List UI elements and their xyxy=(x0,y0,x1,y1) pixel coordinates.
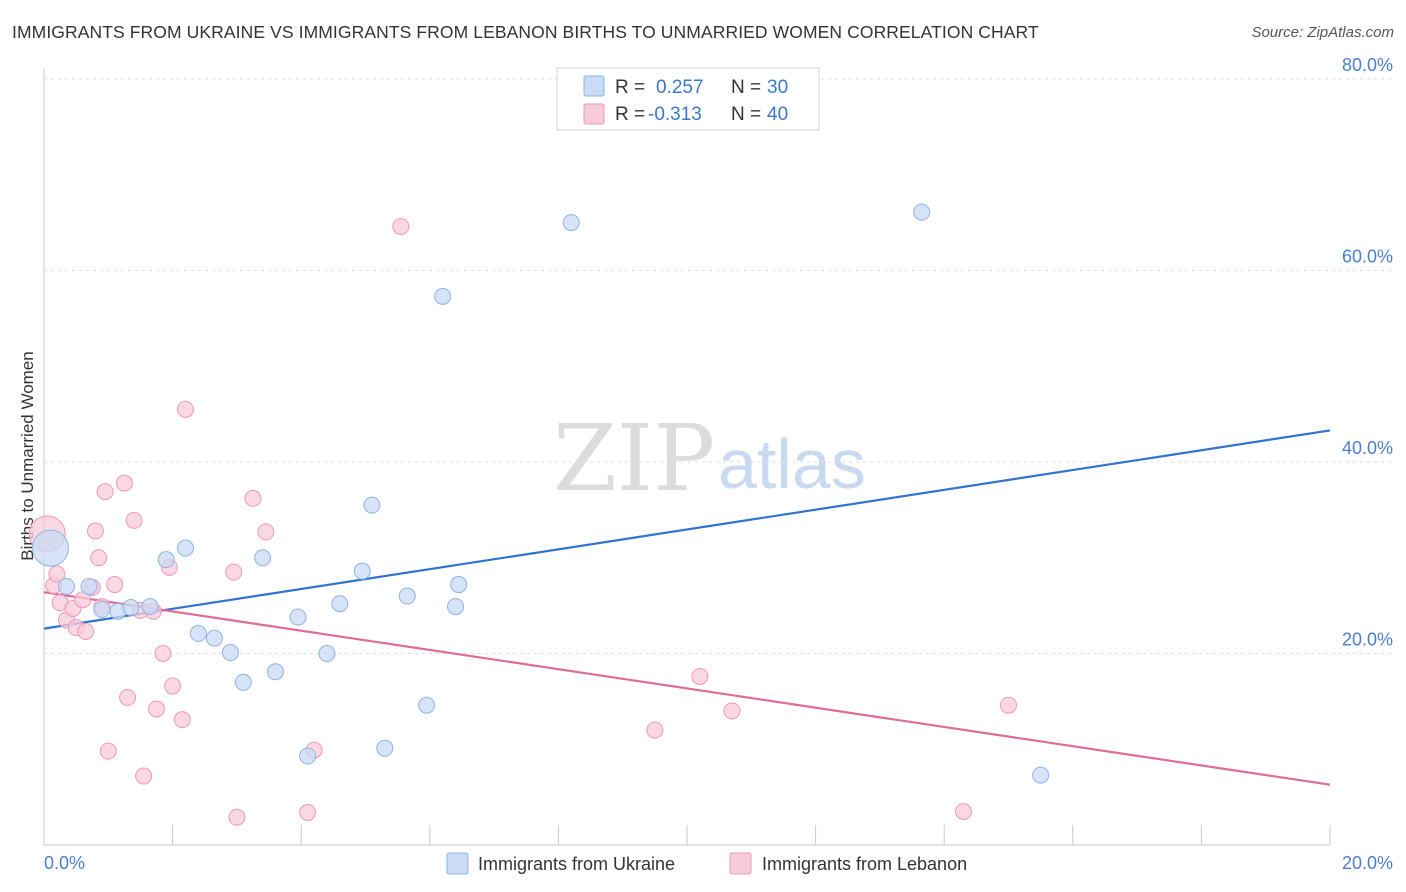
series-legend-swatch-lebanon xyxy=(729,852,752,875)
ukraine-point xyxy=(221,644,239,662)
lebanon-point xyxy=(228,808,246,826)
x-tick-label-min: 0.0% xyxy=(44,853,85,873)
source-credit: Source: ZipAtlas.com xyxy=(1251,24,1394,41)
ukraine-point xyxy=(189,624,207,642)
y-tick-labels: 20.0% 40.0% 60.0% 80.0% xyxy=(1342,55,1393,650)
series-legend-label-lebanon: Immigrants from Lebanon xyxy=(762,854,967,874)
lebanon-point xyxy=(176,400,194,418)
lebanon-point xyxy=(77,622,95,640)
lebanon-point xyxy=(48,565,66,583)
ukraine-point xyxy=(254,549,272,567)
lebanon-point xyxy=(164,677,182,695)
y-tick-label: 40.0% xyxy=(1342,438,1393,458)
ukraine-point xyxy=(447,598,465,616)
ukraine-point xyxy=(234,673,252,691)
lebanon-point xyxy=(173,711,191,729)
ukraine-point xyxy=(266,663,284,681)
ukraine-point xyxy=(398,587,416,605)
lebanon-point xyxy=(106,576,124,594)
ukraine-point xyxy=(122,599,140,617)
ukraine-point xyxy=(363,496,381,514)
chart-title: IMMIGRANTS FROM UKRAINE VS IMMIGRANTS FR… xyxy=(12,22,1039,42)
legend-swatch-lebanon xyxy=(583,103,605,125)
lebanon-point xyxy=(125,511,143,529)
lebanon-point xyxy=(723,702,741,720)
lebanon-point xyxy=(86,522,104,540)
correlation-legend: R = 0.257 N = 30 R = -0.313 N = 40 xyxy=(556,67,820,131)
ukraine-point xyxy=(913,203,931,221)
ukraine-point xyxy=(450,576,468,594)
ukraine-point xyxy=(289,608,307,626)
ukraine-point xyxy=(93,600,111,618)
lebanon-trend-line xyxy=(43,591,1331,786)
y-tick-label: 60.0% xyxy=(1342,247,1393,267)
ukraine-point xyxy=(318,645,336,662)
lebanon-points xyxy=(28,217,1017,826)
lebanon-point xyxy=(299,803,317,821)
lebanon-point xyxy=(115,474,133,492)
legend-r-label-lebanon: R = xyxy=(615,104,645,125)
legend-swatch-ukraine xyxy=(583,75,605,97)
series-legend-swatch-ukraine xyxy=(446,852,469,875)
x-tick-label-max: 20.0% xyxy=(1342,853,1393,873)
lebanon-point xyxy=(392,217,410,235)
lebanon-point xyxy=(646,721,664,739)
ukraine-point xyxy=(562,214,580,232)
y-axis-title: Births to Unmarried Women xyxy=(18,351,37,560)
legend-r-value-ukraine: 0.257 xyxy=(656,77,704,98)
legend-r-value-lebanon: -0.313 xyxy=(648,104,702,125)
ukraine-point xyxy=(376,739,394,757)
ukraine-point xyxy=(157,551,175,569)
ukraine-point xyxy=(80,577,98,595)
series-legend: Immigrants from Ukraine Immigrants from … xyxy=(446,852,967,875)
ukraine-trend-line xyxy=(43,429,1331,630)
legend-n-value-lebanon: 40 xyxy=(767,104,788,125)
lebanon-point xyxy=(257,523,275,541)
legend-n-value-ukraine: 30 xyxy=(767,77,788,98)
legend-n-label-ukraine: N = xyxy=(731,77,761,98)
watermark-atlas: atlas xyxy=(718,425,866,503)
lebanon-point xyxy=(954,802,972,820)
ukraine-point xyxy=(418,696,436,714)
lebanon-point xyxy=(99,742,117,760)
ukraine-point xyxy=(353,562,371,580)
axes xyxy=(43,68,1331,846)
lebanon-point xyxy=(96,483,114,501)
ukraine-points xyxy=(31,203,1050,784)
gridlines xyxy=(44,78,1393,654)
ukraine-point xyxy=(1032,766,1050,784)
series-legend-label-ukraine: Immigrants from Ukraine xyxy=(478,854,675,874)
lebanon-point xyxy=(244,489,262,507)
trend-lines xyxy=(43,429,1331,786)
lebanon-point xyxy=(119,689,137,707)
legend-n-label-lebanon: N = xyxy=(731,104,761,125)
watermark-zip: ZIP xyxy=(553,405,715,512)
legend-r-label-ukraine: R = xyxy=(615,77,645,98)
ukraine-point xyxy=(141,598,159,616)
lebanon-point xyxy=(691,667,709,685)
ukraine-point xyxy=(434,287,452,305)
ukraine-point xyxy=(205,629,223,647)
ukraine-point xyxy=(176,539,194,557)
ukraine-point xyxy=(31,529,69,567)
lebanon-point xyxy=(225,563,243,581)
y-tick-label: 20.0% xyxy=(1342,630,1393,650)
lebanon-point xyxy=(148,700,166,718)
lebanon-point xyxy=(135,767,153,785)
ukraine-point xyxy=(58,577,76,595)
lebanon-point xyxy=(1000,696,1017,714)
ukraine-point xyxy=(331,595,349,613)
y-tick-label: 80.0% xyxy=(1342,55,1393,75)
lebanon-point xyxy=(154,645,172,662)
ukraine-point xyxy=(299,747,317,765)
watermark: ZIP atlas xyxy=(553,405,866,512)
lebanon-point xyxy=(90,549,108,567)
